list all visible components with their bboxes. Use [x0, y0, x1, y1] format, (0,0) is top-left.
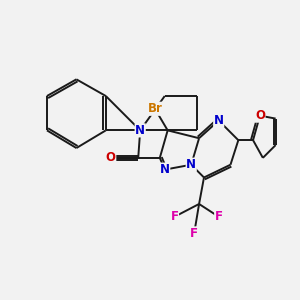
Text: N: N — [186, 158, 196, 171]
Text: F: F — [190, 227, 198, 240]
Text: Br: Br — [148, 102, 162, 115]
Text: O: O — [106, 152, 116, 164]
Text: O: O — [255, 109, 265, 122]
Text: N: N — [160, 163, 170, 176]
Text: F: F — [170, 210, 178, 223]
Text: F: F — [215, 210, 223, 223]
Text: N: N — [135, 124, 145, 137]
Text: N: N — [214, 114, 224, 127]
